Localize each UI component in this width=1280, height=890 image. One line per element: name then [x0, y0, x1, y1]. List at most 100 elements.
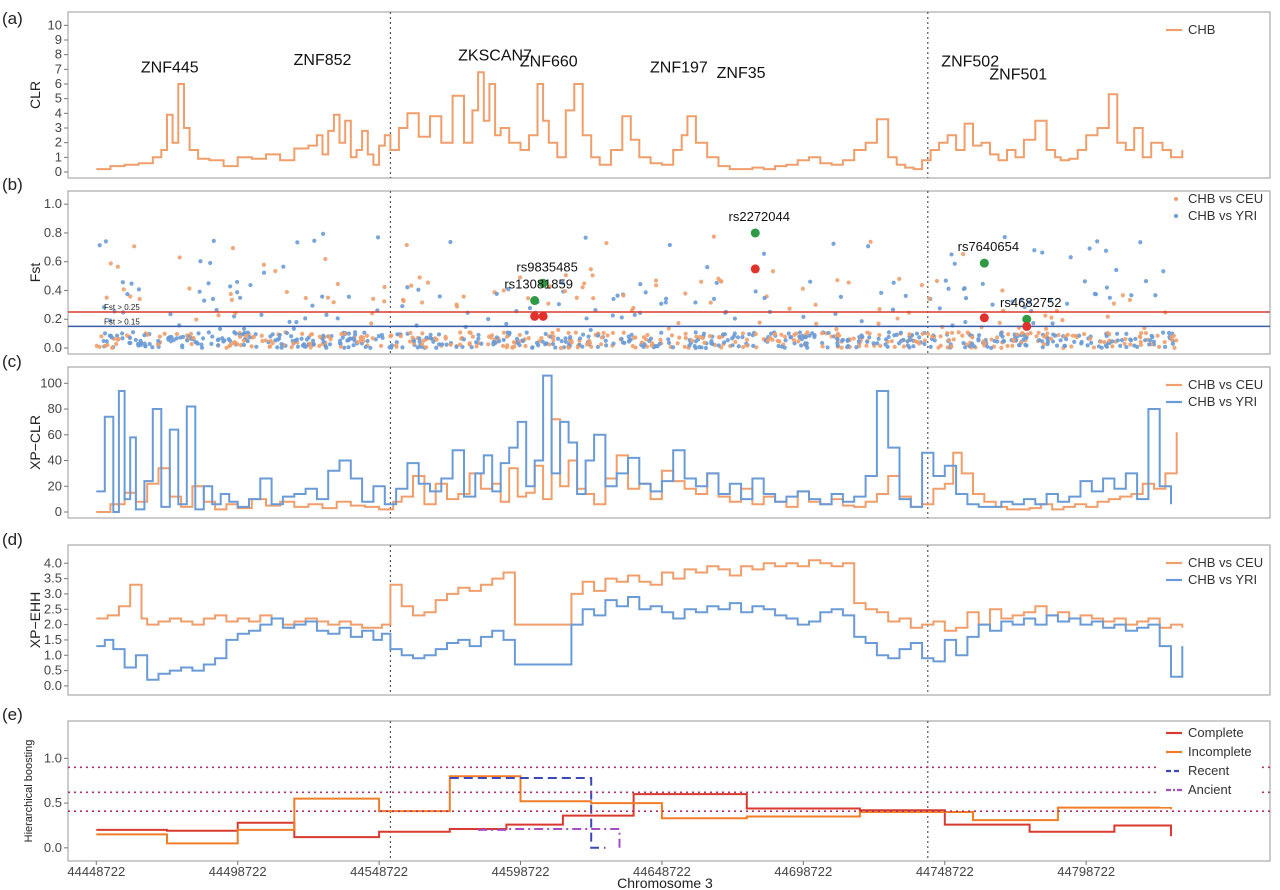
scatter-point — [711, 234, 716, 239]
scatter-point — [425, 280, 431, 285]
scatter-point — [346, 345, 351, 350]
scatter-point — [424, 335, 429, 340]
scatter-point — [174, 336, 179, 341]
scatter-point — [369, 321, 374, 326]
series-line-chb-vs-ceu — [96, 418, 1178, 513]
scatter-point — [1042, 334, 1047, 339]
scatter-point — [1160, 330, 1166, 335]
scatter-point — [754, 345, 759, 350]
panel-d: (d) 0.00.51.01.52.02.53.03.54.0 XP−EHH CHB … — [2, 530, 1271, 696]
scatter-point — [178, 335, 183, 340]
scatter-point — [501, 337, 506, 342]
scatter-point — [905, 339, 910, 344]
scatter-point — [550, 330, 555, 335]
scatter-point — [961, 286, 966, 292]
scatter-point — [228, 284, 233, 289]
scatter-point — [801, 314, 806, 319]
scatter-point — [492, 340, 498, 346]
scatter-point — [342, 345, 347, 350]
scatter-point — [666, 340, 672, 345]
scatter-point — [439, 342, 445, 347]
scatter-point — [703, 345, 709, 351]
scatter-point — [599, 335, 605, 340]
scatter-point — [970, 341, 975, 346]
scatter-point — [400, 345, 405, 350]
scatter-point — [611, 296, 616, 302]
scatter-point — [235, 342, 240, 347]
scatter-point — [486, 317, 491, 322]
scatter-point — [327, 342, 333, 347]
legend-label: Ancient — [1188, 782, 1232, 797]
snp-point-yri — [538, 278, 548, 288]
y-tick-label: 3.0 — [44, 586, 62, 601]
scatter-point — [629, 332, 634, 337]
scatter-point — [1032, 248, 1037, 253]
scatter-point — [1103, 248, 1109, 253]
y-tick-label: 1.0 — [44, 750, 62, 765]
x-axis-title: Chromosome 3 — [617, 875, 713, 890]
scatter-point — [1124, 331, 1129, 336]
scatter-point — [812, 334, 817, 340]
scatter-point — [339, 331, 344, 337]
scatter-point — [666, 337, 671, 342]
y-tick-label: 2.0 — [44, 617, 62, 632]
scatter-point — [335, 316, 340, 321]
scatter-point — [693, 339, 698, 344]
series-line-chb-vs-ceu — [96, 559, 1184, 632]
scatter-point — [534, 340, 539, 346]
scatter-point — [128, 294, 133, 299]
series-line-ancient — [478, 828, 621, 848]
scatter-point — [736, 344, 741, 349]
scatter-point — [1104, 285, 1110, 290]
scatter-point — [1034, 334, 1039, 339]
scatter-point — [919, 283, 924, 288]
panel-e: (e) 0.0 0.5 1.0 Hierarchical boosting Complet… — [2, 705, 1271, 890]
scatter-point — [580, 332, 586, 337]
scatter-point — [196, 331, 201, 336]
scatter-point — [1000, 288, 1005, 293]
scatter-point — [740, 331, 746, 336]
scatter-point — [410, 335, 415, 340]
scatter-point — [667, 242, 672, 248]
scatter-point — [586, 334, 591, 339]
scatter-point — [891, 280, 896, 285]
scatter-point — [216, 343, 221, 348]
scatter-point — [563, 339, 568, 344]
legend-label: Recent — [1188, 763, 1230, 778]
series-line-recent — [449, 777, 606, 849]
scatter-point — [943, 278, 948, 283]
scatter-point — [514, 336, 520, 341]
gene-label: ZNF660 — [520, 53, 578, 70]
scatter-point — [417, 339, 422, 344]
series-line-chb-vs-yri — [96, 374, 1172, 513]
scatter-point — [633, 345, 638, 350]
scatter-point — [263, 338, 268, 343]
scatter-point — [1143, 279, 1149, 284]
scatter-point — [800, 286, 805, 291]
y-tick-label: 1 — [55, 149, 62, 164]
legend-label: CHB vs CEU — [1188, 191, 1263, 206]
scatter-point — [431, 339, 436, 344]
scatter-point — [611, 341, 616, 346]
scatter-point — [347, 336, 352, 341]
scatter-point — [101, 305, 107, 310]
scatter-point — [270, 332, 275, 337]
scatter-point — [289, 345, 294, 350]
scatter-point — [214, 307, 219, 313]
scatter-point — [284, 330, 290, 336]
y-tick-label: 0.0 — [44, 840, 62, 855]
scatter-point — [808, 279, 813, 284]
scatter-point — [915, 340, 920, 345]
scatter-point — [669, 333, 675, 338]
scatter-point — [273, 268, 278, 274]
scatter-point — [568, 335, 573, 340]
scatter-point — [1069, 344, 1074, 349]
scatter-point — [108, 318, 113, 323]
legend-marker — [1174, 197, 1178, 201]
y-tick-label: 20 — [48, 478, 62, 493]
scatter-point — [587, 340, 593, 346]
scatter-point — [1138, 342, 1144, 347]
scatter-point — [275, 345, 280, 350]
scatter-point — [284, 289, 289, 295]
legend-label: CHB vs YRI — [1188, 572, 1257, 587]
